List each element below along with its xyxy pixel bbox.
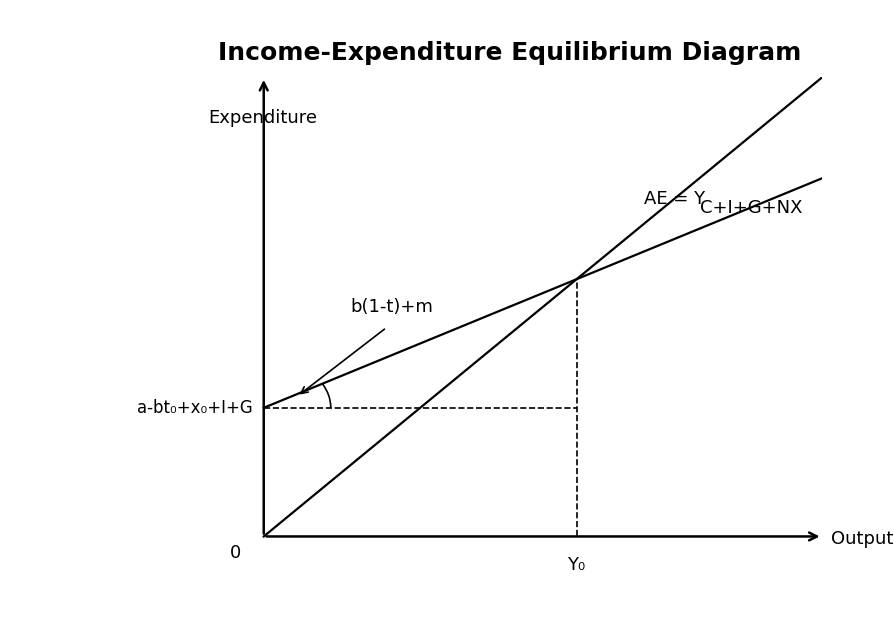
- Text: 0: 0: [230, 544, 241, 562]
- Text: b(1-t)+m: b(1-t)+m: [350, 298, 434, 316]
- Text: AE = Y: AE = Y: [644, 190, 704, 208]
- Text: Expenditure: Expenditure: [207, 109, 316, 127]
- Text: a-bt₀+x₀+I+G: a-bt₀+x₀+I+G: [137, 399, 253, 417]
- Text: C+I+G+NX: C+I+G+NX: [700, 199, 802, 217]
- Title: Income-Expenditure Equilibrium Diagram: Income-Expenditure Equilibrium Diagram: [218, 41, 801, 65]
- Text: Y₀: Y₀: [568, 556, 586, 574]
- Text: Output: Output: [831, 530, 893, 548]
